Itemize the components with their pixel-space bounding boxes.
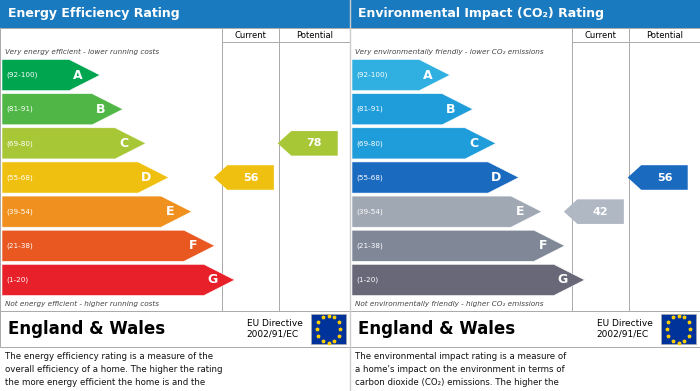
Text: 42: 42 (593, 206, 608, 217)
Text: B: B (446, 103, 456, 116)
Polygon shape (564, 199, 624, 224)
Text: E: E (516, 205, 524, 218)
Text: B: B (96, 103, 106, 116)
Text: Current: Current (584, 30, 617, 39)
Polygon shape (2, 128, 146, 159)
Text: G: G (207, 273, 217, 287)
Text: C: C (120, 137, 129, 150)
Text: (1-20): (1-20) (356, 277, 378, 283)
Text: (39-54): (39-54) (356, 208, 383, 215)
Text: Environmental Impact (CO₂) Rating: Environmental Impact (CO₂) Rating (358, 7, 604, 20)
Text: (92-100): (92-100) (356, 72, 387, 78)
Bar (350, 311, 700, 347)
Text: F: F (189, 239, 197, 252)
Text: (1-20): (1-20) (6, 277, 28, 283)
Text: (81-91): (81-91) (6, 106, 33, 113)
Polygon shape (352, 230, 565, 261)
Text: A: A (423, 68, 433, 82)
Bar (350, 28, 700, 311)
Text: (81-91): (81-91) (356, 106, 383, 113)
Text: The energy efficiency rating is a measure of the
overall efficiency of a home. T: The energy efficiency rating is a measur… (5, 352, 223, 391)
Text: (92-100): (92-100) (6, 72, 37, 78)
Polygon shape (2, 93, 123, 125)
Text: C: C (470, 137, 479, 150)
Text: Not environmentally friendly - higher CO₂ emissions: Not environmentally friendly - higher CO… (355, 301, 543, 307)
Polygon shape (352, 59, 450, 91)
Bar (0, 0, 350, 28)
Text: Very environmentally friendly - lower CO₂ emissions: Very environmentally friendly - lower CO… (355, 49, 544, 55)
Text: (21-38): (21-38) (356, 242, 383, 249)
Text: England & Wales: England & Wales (8, 320, 165, 338)
Text: D: D (491, 171, 501, 184)
Text: Potential: Potential (296, 30, 333, 39)
Text: (39-54): (39-54) (6, 208, 33, 215)
Polygon shape (2, 230, 215, 261)
Polygon shape (2, 59, 100, 91)
Bar (661, 314, 696, 344)
Text: Potential: Potential (646, 30, 683, 39)
Bar (0, 28, 350, 311)
Bar (311, 314, 346, 344)
Text: EU Directive
2002/91/EC: EU Directive 2002/91/EC (596, 319, 652, 339)
Text: 56: 56 (243, 172, 258, 183)
Polygon shape (2, 264, 234, 296)
Text: Not energy efficient - higher running costs: Not energy efficient - higher running co… (5, 301, 159, 307)
Text: (55-68): (55-68) (356, 174, 383, 181)
Polygon shape (352, 93, 473, 125)
Polygon shape (352, 162, 519, 193)
Text: F: F (539, 239, 547, 252)
Text: (69-80): (69-80) (356, 140, 383, 147)
Text: The environmental impact rating is a measure of
a home's impact on the environme: The environmental impact rating is a mea… (355, 352, 567, 391)
Text: E: E (166, 205, 174, 218)
Text: A: A (73, 68, 83, 82)
Text: (21-38): (21-38) (6, 242, 33, 249)
Text: (55-68): (55-68) (6, 174, 33, 181)
Polygon shape (278, 131, 337, 156)
Bar (350, 0, 700, 28)
Polygon shape (352, 128, 496, 159)
Text: Very energy efficient - lower running costs: Very energy efficient - lower running co… (5, 49, 159, 55)
Text: G: G (557, 273, 567, 287)
Text: Current: Current (234, 30, 267, 39)
Polygon shape (352, 264, 584, 296)
Polygon shape (2, 196, 192, 227)
Polygon shape (2, 162, 169, 193)
Text: Energy Efficiency Rating: Energy Efficiency Rating (8, 7, 180, 20)
Bar (0, 311, 350, 347)
Text: 56: 56 (657, 172, 672, 183)
Text: EU Directive
2002/91/EC: EU Directive 2002/91/EC (246, 319, 302, 339)
Polygon shape (214, 165, 274, 190)
Polygon shape (352, 196, 542, 227)
Text: 78: 78 (307, 138, 322, 148)
Polygon shape (628, 165, 687, 190)
Text: D: D (141, 171, 151, 184)
Text: (69-80): (69-80) (6, 140, 33, 147)
Text: England & Wales: England & Wales (358, 320, 515, 338)
